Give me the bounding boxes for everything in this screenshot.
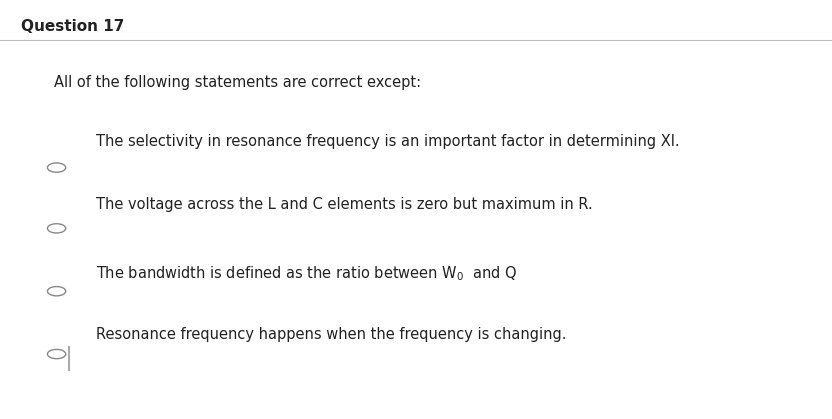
Text: The selectivity in resonance frequency is an important factor in determining Xl.: The selectivity in resonance frequency i… xyxy=(96,134,679,149)
Text: All of the following statements are correct except:: All of the following statements are corr… xyxy=(54,75,421,91)
Text: The bandwidth is defined as the ratio between W$_0$  and Q: The bandwidth is defined as the ratio be… xyxy=(96,264,518,283)
Text: The voltage across the L and C elements is zero but maximum in R.: The voltage across the L and C elements … xyxy=(96,197,592,212)
Text: Question 17: Question 17 xyxy=(21,19,124,34)
Text: Resonance frequency happens when the frequency is changing.: Resonance frequency happens when the fre… xyxy=(96,327,567,342)
